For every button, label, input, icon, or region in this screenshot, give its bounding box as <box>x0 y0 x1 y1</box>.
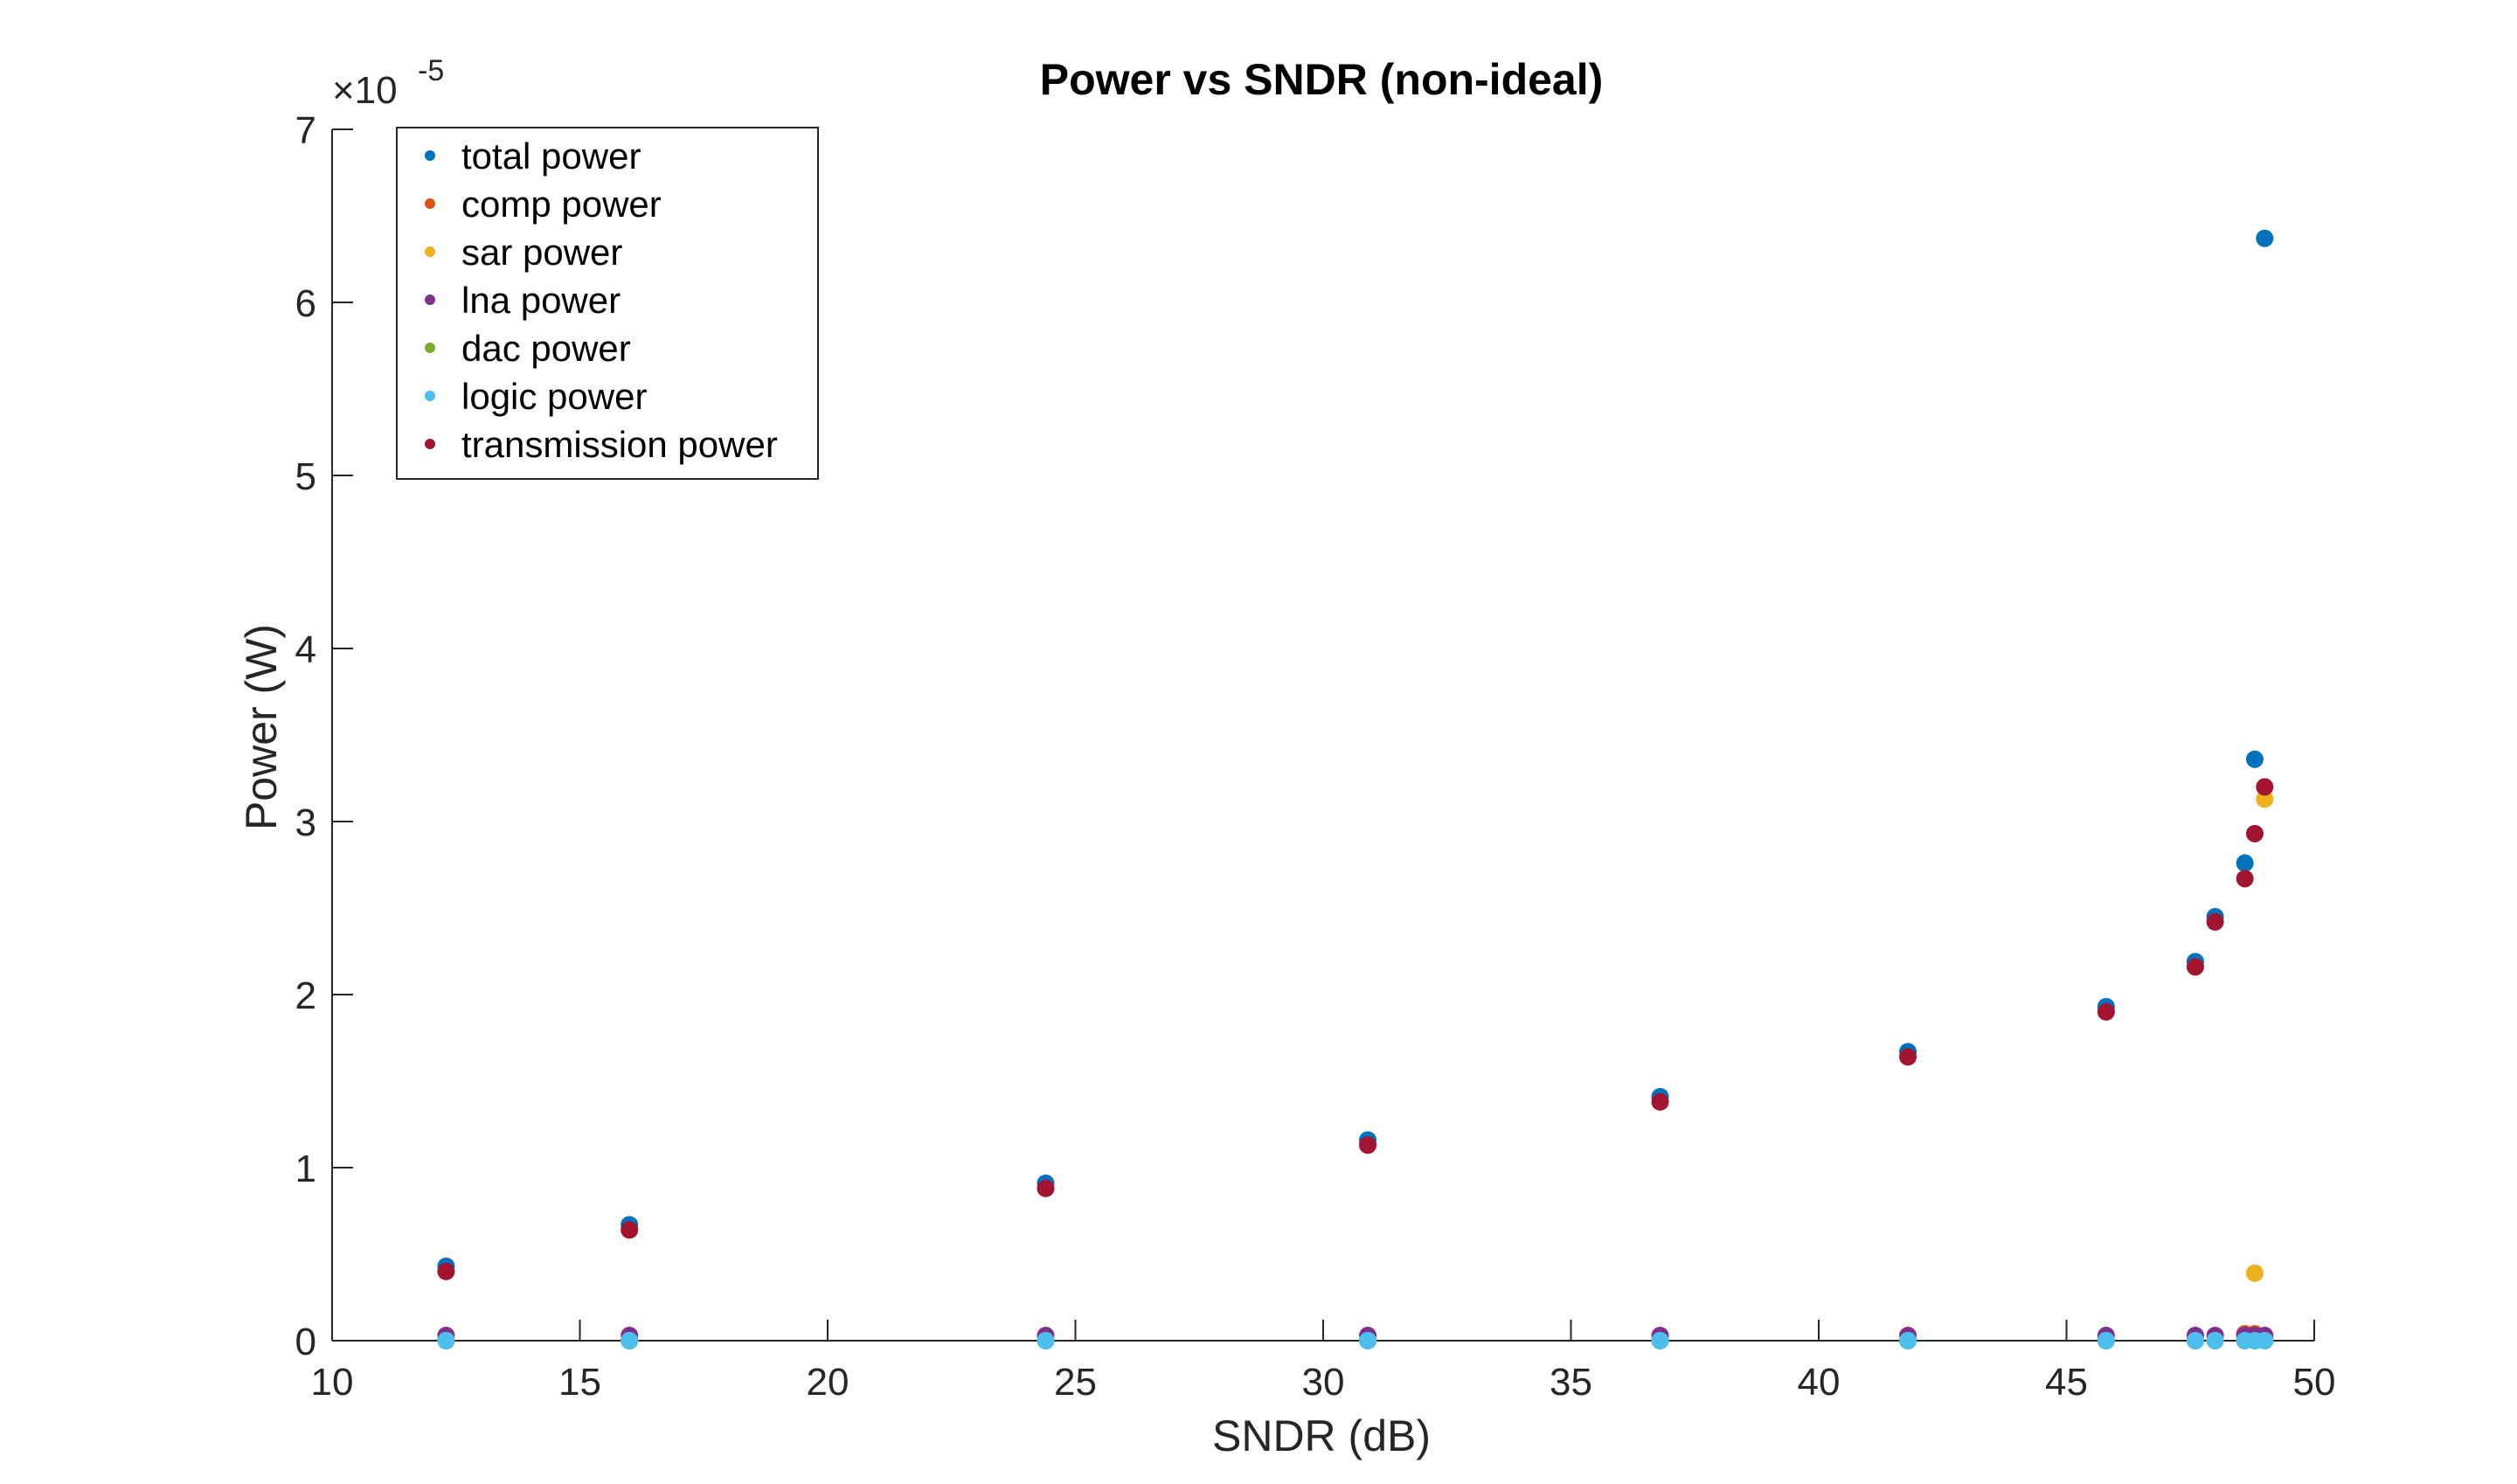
data-points <box>437 229 2274 1349</box>
data-point <box>1037 1332 1055 1349</box>
data-point <box>621 1221 639 1239</box>
series-sar-power <box>437 790 2274 1349</box>
y-tick-label: 2 <box>295 974 316 1017</box>
series-transmission-power <box>437 778 2274 1280</box>
x-tick-label: 50 <box>2293 1361 2336 1404</box>
data-point <box>2256 778 2274 796</box>
y-tick-label: 3 <box>295 801 316 844</box>
legend-label: transmission power <box>461 424 778 465</box>
series-lna-power <box>437 1327 2274 1345</box>
legend-label: lna power <box>461 280 621 321</box>
y-tick-label: 7 <box>295 109 316 152</box>
data-point <box>1359 1332 1377 1349</box>
x-tick-label: 10 <box>311 1361 354 1404</box>
x-tick-label: 45 <box>2045 1361 2088 1404</box>
x-tick-label: 25 <box>1054 1361 1097 1404</box>
data-point <box>2206 912 2224 931</box>
legend-label: total power <box>461 135 641 177</box>
data-point <box>2206 1332 2224 1349</box>
data-point <box>2097 1332 2115 1349</box>
data-point <box>437 1332 455 1349</box>
data-point <box>1651 1092 1669 1111</box>
y-tick-label: 6 <box>295 282 316 325</box>
legend-box <box>396 127 819 480</box>
data-point <box>621 1332 639 1349</box>
y-tick-label: 5 <box>295 455 316 498</box>
x-tick-label: 20 <box>807 1361 849 1404</box>
legend-marker <box>425 295 435 305</box>
legend-marker <box>425 439 435 449</box>
data-point <box>2236 870 2254 888</box>
data-point <box>2245 1264 2264 1282</box>
y-exponent-power: -5 <box>418 54 444 87</box>
x-axis-title: SNDR (dB) <box>1212 1411 1431 1460</box>
y-tick-label: 1 <box>295 1148 316 1190</box>
data-point <box>1899 1332 1917 1349</box>
y-axis-title: Power (W) <box>237 624 286 830</box>
legend-label: dac power <box>461 328 631 369</box>
legend: total power comp power sar power lna power d… <box>396 127 819 480</box>
data-point <box>2256 790 2274 808</box>
data-point <box>2186 1332 2204 1349</box>
series-comp-power <box>437 1325 2274 1349</box>
legend-label: comp power <box>461 184 662 225</box>
legend-label: logic power <box>461 376 647 417</box>
data-point <box>1651 1332 1669 1349</box>
data-point <box>1037 1179 1055 1197</box>
legend-marker <box>425 391 435 401</box>
data-point <box>1359 1136 1377 1155</box>
data-point <box>2245 750 2264 768</box>
y-exponent-base: ×10 <box>332 69 398 112</box>
x-tick-label: 40 <box>1798 1361 1841 1404</box>
legend-marker <box>425 343 435 353</box>
y-tick-label: 4 <box>295 628 316 671</box>
series-logic-power <box>437 1332 2274 1349</box>
data-point <box>437 1262 455 1280</box>
legend-marker <box>425 150 435 161</box>
data-point <box>1899 1048 1917 1066</box>
data-point <box>2186 958 2204 976</box>
legend-label: sar power <box>461 232 622 273</box>
data-point <box>2236 854 2254 872</box>
legend-marker <box>425 198 435 209</box>
x-tick-label: 30 <box>1302 1361 1345 1404</box>
data-point <box>2256 229 2274 247</box>
y-tick-label: 0 <box>295 1321 316 1363</box>
x-tick-label: 15 <box>558 1361 601 1404</box>
data-point <box>2245 824 2264 843</box>
chart-title: Power vs SNDR (non-ideal) <box>1040 55 1604 104</box>
legend-marker <box>425 246 435 257</box>
data-point <box>2256 1332 2274 1349</box>
data-point <box>2097 1002 2115 1021</box>
x-tick-label: 35 <box>1550 1361 1592 1404</box>
y-exponent-label: ×10 -5 <box>332 54 444 112</box>
